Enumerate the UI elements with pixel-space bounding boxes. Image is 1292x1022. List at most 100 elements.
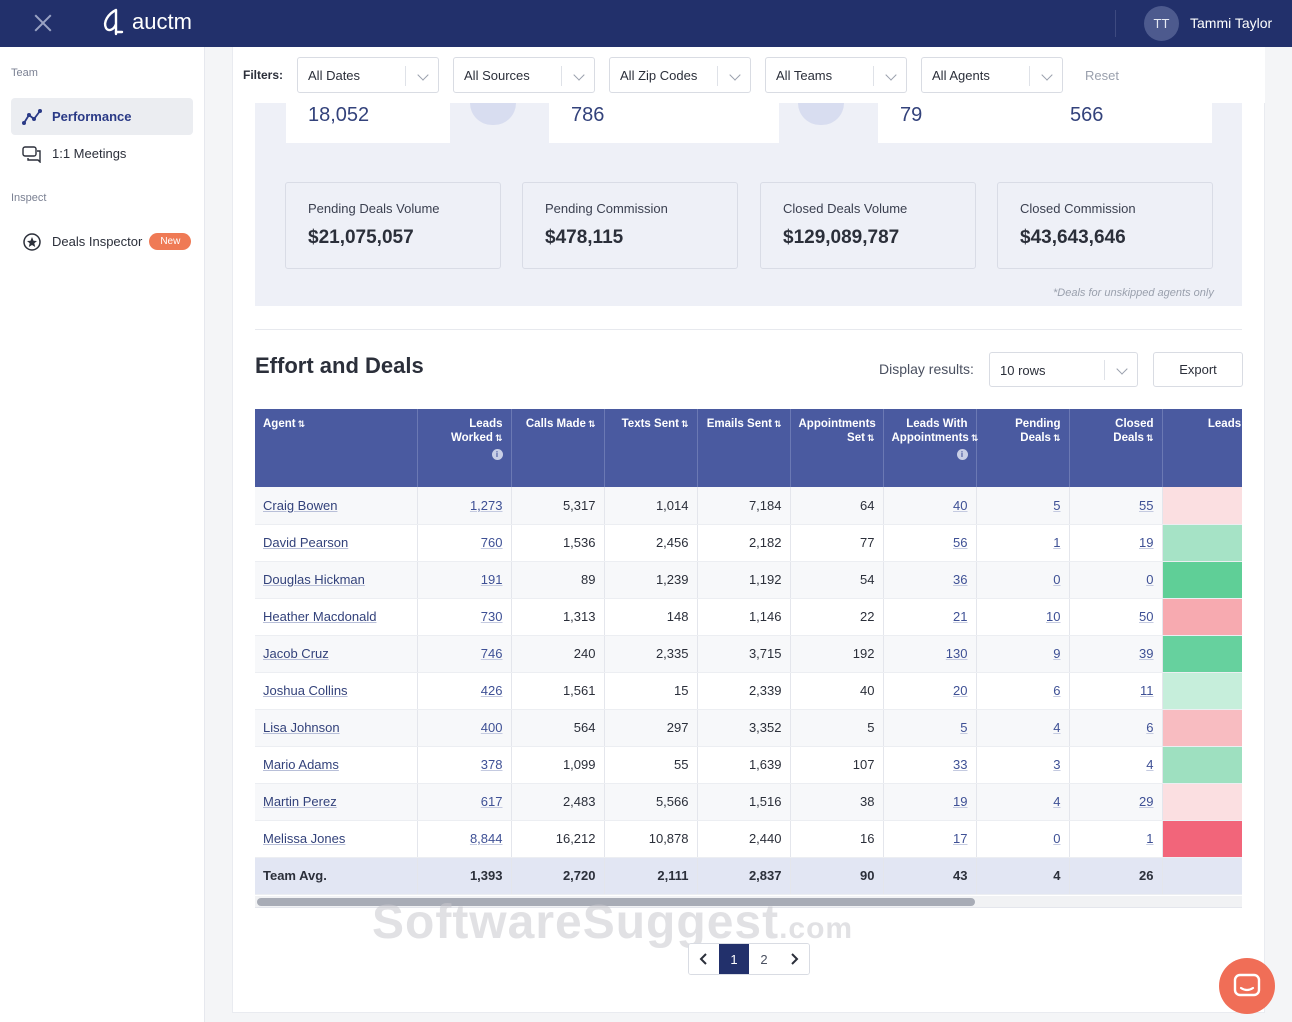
table-cell[interactable]: 191 xyxy=(417,561,512,599)
sidebar-item-performance[interactable]: Performance xyxy=(11,98,193,135)
next-page-button[interactable] xyxy=(779,944,809,974)
table-cell[interactable]: 5 xyxy=(883,709,977,747)
column-header[interactable]: Agent ⇅ xyxy=(255,409,418,487)
stat-card-value: $478,115 xyxy=(545,227,624,248)
table-cell[interactable]: 6 xyxy=(1069,709,1163,747)
prev-page-button[interactable] xyxy=(689,944,719,974)
avatar[interactable]: TT xyxy=(1144,6,1179,41)
sort-icon[interactable]: ⇅ xyxy=(970,433,979,443)
agent-link[interactable]: David Pearson xyxy=(255,524,418,562)
table-cell[interactable]: 50 xyxy=(1069,598,1163,636)
info-icon[interactable]: i xyxy=(956,449,968,460)
table-cell[interactable]: 0 xyxy=(1069,561,1163,599)
table-cell[interactable]: 20 xyxy=(883,672,977,710)
reset-button[interactable]: Reset xyxy=(1085,67,1119,83)
agent-link[interactable]: Lisa Johnson xyxy=(255,709,418,747)
table-cell: 564 xyxy=(511,709,605,747)
agent-link[interactable]: Joshua Collins xyxy=(255,672,418,710)
column-header[interactable]: Emails Sent ⇅ xyxy=(697,409,791,487)
agent-link[interactable]: Martin Perez xyxy=(255,783,418,821)
sort-icon[interactable]: ⇅ xyxy=(773,419,782,429)
sort-icon[interactable]: ⇅ xyxy=(1052,433,1061,443)
table-cell[interactable]: 39 xyxy=(1069,635,1163,673)
filter-dates[interactable]: All Dates xyxy=(297,57,440,93)
table-cell[interactable]: 746 xyxy=(417,635,512,673)
sort-icon[interactable]: ⇅ xyxy=(866,433,875,443)
table-cell[interactable]: 9 xyxy=(976,635,1070,673)
column-header[interactable]: Appointments Set ⇅ xyxy=(790,409,884,487)
column-header[interactable]: Pending Deals ⇅ xyxy=(976,409,1070,487)
table-cell[interactable]: 11 xyxy=(1069,672,1163,710)
table-cell[interactable]: 760 xyxy=(417,524,512,562)
horizontal-scrollbar[interactable] xyxy=(255,896,1242,908)
table-cell: 2,456 xyxy=(604,524,698,562)
table-cell[interactable]: 0 xyxy=(976,820,1070,858)
column-header[interactable]: Closed Deals ⇅ xyxy=(1069,409,1163,487)
filter-sources[interactable]: All Sources xyxy=(453,57,596,93)
brand-logo[interactable]: auctm xyxy=(100,8,192,36)
agent-link[interactable]: Craig Bowen xyxy=(255,487,418,525)
table-cell[interactable]: 40 xyxy=(883,487,977,525)
table-cell[interactable]: 1 xyxy=(1069,820,1163,858)
table-cell[interactable]: 400 xyxy=(417,709,512,747)
sort-icon[interactable]: ⇅ xyxy=(494,433,503,443)
info-icon[interactable]: i xyxy=(491,449,503,460)
agent-link[interactable]: Mario Adams xyxy=(255,746,418,784)
agent-link[interactable]: Jacob Cruz xyxy=(255,635,418,673)
sort-icon[interactable]: ⇅ xyxy=(1145,433,1154,443)
filter-zip-codes[interactable]: All Zip Codes xyxy=(609,57,752,93)
chat-button[interactable] xyxy=(1219,958,1275,1014)
agent-link[interactable]: Melissa Jones xyxy=(255,820,418,858)
sort-icon[interactable]: ⇅ xyxy=(680,419,689,429)
column-header[interactable]: Leads with Appts. (%)⇅i xyxy=(1162,409,1242,487)
table-cell[interactable]: 10 xyxy=(976,598,1070,636)
table-cell[interactable]: 21 xyxy=(883,598,977,636)
page-button-1[interactable]: 1 xyxy=(719,944,749,974)
table-cell[interactable]: 617 xyxy=(417,783,512,821)
table-cell[interactable]: 56 xyxy=(883,524,977,562)
table-cell[interactable]: 5 xyxy=(976,487,1070,525)
table-cell[interactable]: 378 xyxy=(417,746,512,784)
column-header[interactable]: Calls Made ⇅ xyxy=(511,409,605,487)
user-name[interactable]: Tammi Taylor xyxy=(1190,15,1273,31)
agent-link[interactable]: Douglas Hickman xyxy=(255,561,418,599)
scrollbar-thumb[interactable] xyxy=(257,898,975,906)
table-cell[interactable]: 426 xyxy=(417,672,512,710)
export-button[interactable]: Export xyxy=(1153,352,1243,387)
sort-icon[interactable]: ⇅ xyxy=(297,419,306,429)
column-header[interactable]: Texts Sent ⇅ xyxy=(604,409,698,487)
table-cell[interactable]: 130 xyxy=(883,635,977,673)
table-cell[interactable]: 29 xyxy=(1069,783,1163,821)
table-cell[interactable]: 8,844 xyxy=(417,820,512,858)
column-header-label: Agent xyxy=(263,418,296,430)
sort-icon[interactable]: ⇅ xyxy=(587,419,596,429)
page-button-2[interactable]: 2 xyxy=(749,944,779,974)
table-cell[interactable]: 4 xyxy=(976,783,1070,821)
sidebar-item-meetings[interactable]: 1:1 Meetings xyxy=(11,135,193,172)
table-cell[interactable]: 0 xyxy=(976,561,1070,599)
table-cell[interactable]: 4 xyxy=(976,709,1070,747)
table-cell[interactable]: 4 xyxy=(1069,746,1163,784)
table-cell[interactable]: 6 xyxy=(976,672,1070,710)
column-header[interactable]: Leads Worked ⇅ i xyxy=(417,409,512,487)
close-icon[interactable] xyxy=(32,12,54,34)
column-header[interactable]: Leads With Appointments ⇅ i xyxy=(883,409,979,487)
table-cell[interactable]: 19 xyxy=(883,783,977,821)
table-cell[interactable]: 3 xyxy=(976,746,1070,784)
table-cell[interactable]: 19 xyxy=(1069,524,1163,562)
sidebar-item-deals-inspector[interactable]: Deals Inspector New xyxy=(11,223,193,260)
filter-teams[interactable]: All Teams xyxy=(765,57,908,93)
table-cell[interactable]: 730 xyxy=(417,598,512,636)
table-cell[interactable]: 1 xyxy=(976,524,1070,562)
sidebar-section-inspect: Inspect xyxy=(11,192,47,204)
column-header-label: Appointments Set xyxy=(798,418,876,444)
agent-link[interactable]: Heather Macdonald xyxy=(255,598,418,636)
table-cell[interactable]: 17 xyxy=(883,820,977,858)
table-cell: 2,720 xyxy=(511,857,605,895)
table-cell[interactable]: 36 xyxy=(883,561,977,599)
table-cell[interactable]: 55 xyxy=(1069,487,1163,525)
rows-select[interactable]: 10 rows xyxy=(989,352,1138,387)
table-cell[interactable]: 1,273 xyxy=(417,487,512,525)
filter-agents[interactable]: All Agents xyxy=(921,57,1064,93)
table-cell[interactable]: 33 xyxy=(883,746,977,784)
